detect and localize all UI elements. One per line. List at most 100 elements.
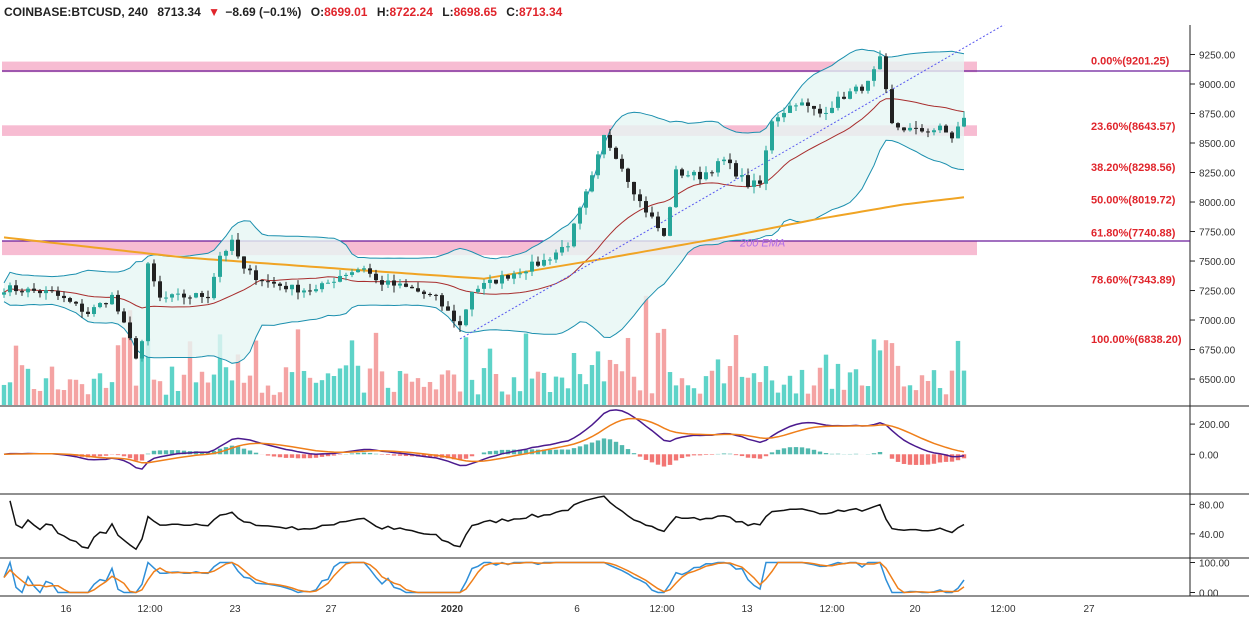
volume-bar	[199, 371, 205, 405]
candle-body	[632, 181, 636, 195]
candle-body	[368, 268, 372, 274]
candle-body	[140, 341, 144, 359]
candle-body	[950, 132, 954, 139]
candle-body	[800, 102, 804, 106]
candle-body	[554, 252, 558, 260]
candle-body	[788, 105, 792, 113]
candle-body	[446, 306, 450, 311]
candle-body	[794, 105, 798, 107]
macd-histogram-bar	[745, 454, 751, 458]
candle-body	[914, 127, 918, 129]
volume-bar	[205, 382, 211, 405]
macd-histogram-bar	[469, 454, 475, 457]
candle-body	[2, 292, 6, 295]
volume-bar	[625, 337, 631, 405]
volume-bar	[475, 394, 481, 405]
macd-histogram-bar	[613, 441, 619, 455]
candle-body	[80, 303, 84, 312]
volume-bar	[745, 377, 751, 405]
candle-body	[524, 271, 528, 274]
candle-body	[272, 281, 276, 284]
volume-bar	[331, 376, 337, 405]
macd-histogram-bar	[901, 454, 907, 464]
candle-body	[44, 290, 48, 294]
rsi-pane: 80.00 40.00	[9, 495, 1224, 551]
macd-histogram-bar	[103, 454, 109, 456]
macd-histogram-bar	[385, 454, 391, 455]
candle-body	[962, 117, 966, 127]
candle-body	[158, 281, 162, 298]
macd-histogram-bar	[649, 454, 655, 463]
candle-body	[206, 296, 210, 299]
price-tick-label: 7000.00	[1199, 316, 1236, 327]
volume-bar	[721, 383, 727, 405]
pane-tick-label: 0.00	[1199, 450, 1219, 461]
volume-bar	[577, 374, 583, 405]
macd-histogram-bar	[313, 454, 319, 458]
candle-body	[32, 288, 36, 291]
volume-bar	[133, 385, 139, 405]
volume-bar	[541, 372, 547, 405]
candle-body	[302, 290, 306, 293]
volume-bar	[421, 386, 427, 405]
macd-histogram-bar	[499, 449, 505, 455]
volume-bar	[61, 390, 67, 405]
volume-bar	[433, 389, 439, 405]
time-tick-label: 12:00	[137, 604, 162, 615]
volume-bar	[259, 392, 265, 405]
candle-body	[296, 284, 300, 293]
candle-body	[20, 291, 24, 293]
macd-histogram-bar	[571, 448, 577, 455]
volume-bar	[775, 392, 781, 405]
price-tick-label: 6750.00	[1199, 346, 1236, 357]
macd-histogram-bar	[241, 448, 247, 455]
macd-histogram-bar	[943, 454, 949, 462]
macd-histogram-bar	[91, 454, 97, 458]
candle-body	[602, 134, 606, 155]
candle-body	[266, 281, 270, 283]
candle-body	[284, 285, 288, 290]
close-label: C:	[506, 5, 519, 19]
time-tick-label: 27	[1083, 604, 1095, 615]
volume-bar	[661, 328, 667, 405]
candle-body	[884, 56, 888, 90]
candle-body	[500, 275, 504, 284]
candle-body	[926, 131, 930, 133]
candle-body	[620, 158, 624, 169]
candle-body	[110, 294, 114, 305]
volume-bar	[655, 332, 661, 405]
volume-bar	[337, 368, 343, 405]
macd-pane: 200.00 0.00	[3, 409, 1230, 470]
volume-bar	[505, 394, 511, 405]
volume-bar	[799, 369, 805, 405]
price-tick-label: 8000.00	[1199, 198, 1236, 209]
volume-bar	[151, 379, 157, 405]
macd-histogram-bar	[877, 451, 883, 455]
macd-histogram-bar	[661, 454, 667, 467]
candle-body	[392, 280, 396, 286]
macd-histogram-bar	[835, 453, 841, 455]
volume-bar	[343, 365, 349, 405]
rsi-line	[9, 495, 965, 551]
time-tick-label: 23	[229, 604, 241, 615]
volume-bar	[925, 380, 931, 405]
candle-body	[56, 290, 60, 296]
macd-histogram-bar	[685, 454, 691, 457]
candle-body	[356, 269, 360, 273]
volume-bar	[97, 373, 103, 405]
volume-bar	[367, 368, 373, 405]
candle-body	[92, 307, 96, 314]
volume-bar	[961, 370, 967, 405]
volume-bar	[907, 385, 913, 405]
macd-histogram-bar	[145, 453, 151, 455]
candle-body	[164, 297, 168, 299]
candle-body	[218, 255, 222, 277]
volume-bar	[535, 371, 541, 405]
volume-bar	[943, 394, 949, 405]
candle-body	[764, 150, 768, 184]
volume-bar	[235, 354, 241, 405]
volume-bar	[823, 354, 829, 405]
macd-histogram-bar	[97, 454, 103, 457]
candle-body	[920, 128, 924, 132]
